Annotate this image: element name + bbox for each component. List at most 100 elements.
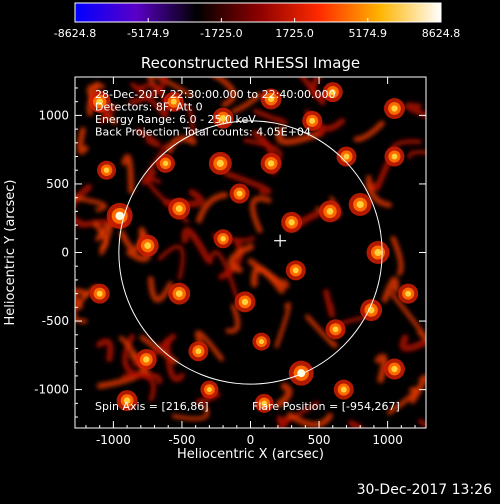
spot-core xyxy=(292,267,299,274)
colorbar-tick-label: -5174.9 xyxy=(127,27,169,40)
observation-annotations: 28-Dec-2017 22:30:00.000 to 22:40:00.000… xyxy=(95,88,336,139)
emission-ridge xyxy=(96,338,114,362)
bright-spot xyxy=(360,299,383,322)
annotation-line: 28-Dec-2017 22:30:00.000 to 22:40:00.000 xyxy=(95,88,336,101)
emission-ridge xyxy=(274,302,291,349)
y-tick-labels: -1000 -500 0 500 1000 xyxy=(34,108,69,396)
emission-ridge xyxy=(212,77,237,108)
colorbar-gradient xyxy=(74,2,442,23)
emission-ridge xyxy=(147,276,174,303)
render-timestamp: 30-Dec-2017 13:26 xyxy=(356,482,492,498)
bright-spot xyxy=(155,153,175,173)
spot-core xyxy=(220,236,226,242)
emission-ridge xyxy=(353,120,385,143)
emission-ridge xyxy=(128,77,168,105)
annotation-line: Energy Range: 6.0 - 25.0 keV xyxy=(95,113,256,126)
spot-core xyxy=(267,160,275,167)
bright-spot xyxy=(163,91,184,112)
bright-spot xyxy=(254,393,274,413)
x-tick-label: 500 xyxy=(308,433,331,447)
spot-core xyxy=(391,365,398,373)
colorbar-tick-label: -8624.8 xyxy=(54,27,96,40)
bright-spot xyxy=(336,146,357,167)
spot-core xyxy=(374,248,382,257)
spot-core xyxy=(236,190,243,197)
spot-core xyxy=(175,290,183,297)
x-tick-label: 1000 xyxy=(372,433,403,447)
colorbar-tick-label: -1725.0 xyxy=(200,27,242,40)
bright-spot xyxy=(285,260,306,281)
spot-core xyxy=(206,387,212,393)
colorbar-tick-label: 8624.8 xyxy=(422,27,461,40)
emission-ridge xyxy=(99,104,117,124)
emission-ridge xyxy=(275,382,293,408)
bright-spot xyxy=(322,82,343,103)
emission-ridge xyxy=(252,108,288,126)
x-axis-label: Heliocentric X (arcsec) xyxy=(177,447,324,462)
emission-ridge xyxy=(218,239,244,280)
emission-ridge xyxy=(223,170,272,195)
spot-core xyxy=(261,400,267,407)
spot-core xyxy=(405,290,412,297)
emission-ridge xyxy=(373,160,391,192)
emission-ridge xyxy=(286,412,333,428)
bright-spot xyxy=(260,152,282,174)
x-tick-labels: -1000 -500 0 500 1000 xyxy=(96,433,403,447)
bright-spot xyxy=(88,90,111,113)
bright-spot xyxy=(319,200,342,223)
bright-spot xyxy=(384,146,405,167)
spot-core xyxy=(288,219,295,226)
emission-ridge xyxy=(171,403,210,421)
bright-spot xyxy=(325,319,346,340)
chart-title: Reconstructed RHESSI Image xyxy=(141,54,360,72)
bright-spot xyxy=(168,197,191,220)
colorbar-ticks: -8624.8 -5174.9 -1725.0 1725.0 5174.9 8624.8 xyxy=(54,18,460,40)
bright-spot xyxy=(213,229,233,249)
spot-core xyxy=(96,98,104,106)
y-tick-label: 500 xyxy=(46,177,69,191)
bright-spot xyxy=(366,241,390,264)
spot-core xyxy=(326,208,334,215)
bright-spot xyxy=(188,341,209,362)
y-axis-label: Heliocentric Y (arcsec) xyxy=(3,180,18,326)
spot-core xyxy=(96,290,103,297)
spot-core xyxy=(329,89,336,96)
spot-core xyxy=(123,397,131,404)
image-area xyxy=(75,77,426,428)
bright-spot xyxy=(302,110,323,131)
annotation-line: Back Projection Total counts: 4.05E+04 xyxy=(95,126,311,139)
x-tick-label: -1000 xyxy=(96,433,131,447)
bright-spot xyxy=(200,380,219,399)
emission-ridge xyxy=(77,127,89,155)
emission-ridge xyxy=(409,374,426,404)
solar-limb-circle xyxy=(118,120,383,385)
bright-spots xyxy=(88,82,419,413)
emission-ridge xyxy=(135,372,163,385)
spot-core xyxy=(170,98,177,105)
spot-core xyxy=(219,114,227,122)
bright-spot xyxy=(288,360,314,386)
spot-core xyxy=(309,117,316,124)
emission-ridge xyxy=(95,222,113,256)
bright-spot xyxy=(212,107,234,129)
emission-ridge xyxy=(381,276,400,303)
bright-spot xyxy=(229,183,250,204)
colorbar-tick-label: 5174.9 xyxy=(349,27,388,40)
bright-spot xyxy=(260,88,282,110)
emission-ridge xyxy=(75,195,107,212)
annotation-line: Detectors: 8F, Att 0 xyxy=(95,101,203,114)
bright-spot xyxy=(135,348,157,370)
emission-ridge xyxy=(141,142,169,186)
bright-spot xyxy=(136,234,159,257)
bright-spot xyxy=(234,291,256,313)
spot-core xyxy=(343,153,350,160)
emission-ridge xyxy=(228,243,255,274)
bright-spot xyxy=(208,151,232,175)
emission-ridge xyxy=(365,175,392,208)
spot-core xyxy=(216,159,224,167)
spot-core xyxy=(195,348,202,355)
emission-ridge xyxy=(136,127,161,148)
emission-ridge xyxy=(390,292,426,341)
spot-core xyxy=(162,160,169,167)
